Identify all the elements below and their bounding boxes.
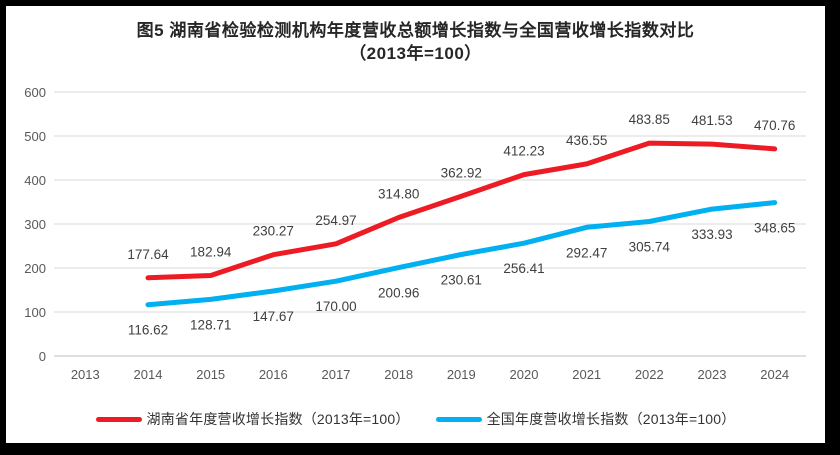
series-line-1 — [145, 200, 778, 308]
data-label: 412.23 — [503, 144, 544, 159]
data-label: 256.41 — [503, 261, 544, 276]
data-label: 333.93 — [691, 227, 732, 242]
data-label: 170.00 — [315, 299, 356, 314]
chart-title-line1: 图5 湖南省检验检测机构年度营收总额增长指数与全国营收增长指数对比 — [136, 21, 695, 40]
data-label: 200.96 — [378, 286, 419, 301]
data-label: 314.80 — [378, 187, 419, 202]
legend-item-hunan: 湖南省年度营收增长指数（2013年=100） — [95, 409, 410, 429]
x-tick-label: 2020 — [510, 367, 539, 382]
chart-title-line2: （2013年=100） — [349, 44, 482, 63]
hunan-series-swatch-icon — [95, 416, 142, 422]
data-label: 147.67 — [253, 309, 294, 324]
x-tick-label: 2022 — [635, 367, 664, 382]
data-label: 254.97 — [315, 213, 356, 228]
data-label: 481.53 — [691, 113, 732, 128]
data-label: 230.27 — [253, 224, 294, 239]
x-tick-label: 2017 — [322, 367, 351, 382]
data-label: 128.71 — [190, 317, 231, 332]
data-label: 116.62 — [128, 323, 168, 338]
data-label: 436.55 — [566, 133, 607, 148]
x-tick-label: 2018 — [384, 367, 413, 382]
data-label: 292.47 — [566, 245, 607, 260]
data-label: 305.74 — [629, 240, 671, 255]
x-tick-label: 2019 — [447, 367, 476, 382]
x-tick-label: 2013 — [71, 367, 100, 382]
data-label: 470.76 — [754, 118, 795, 133]
x-tick-label: 2024 — [760, 367, 789, 382]
data-label: 483.85 — [629, 112, 670, 127]
chart-canvas: 图5 湖南省检验检测机构年度营收总额增长指数与全国营收增长指数对比 （2013年… — [6, 6, 825, 443]
y-tick-label: 0 — [39, 349, 46, 364]
y-tick-label: 300 — [24, 217, 46, 232]
x-tick-label: 2014 — [134, 367, 163, 382]
x-tick-label: 2015 — [196, 367, 225, 382]
national-series-swatch-icon — [435, 416, 482, 422]
x-tick-label: 2023 — [698, 367, 727, 382]
national-series-label: 全国年度营收增长指数（2013年=100） — [486, 411, 736, 427]
hunan-series-label: 湖南省年度营收增长指数（2013年=100） — [146, 411, 410, 427]
y-tick-label: 600 — [24, 85, 46, 100]
series-line-0 — [145, 140, 778, 281]
chart-title: 图5 湖南省检验检测机构年度营收总额增长指数与全国营收增长指数对比 （2013年… — [6, 19, 825, 65]
chart-plot-area: 0 100 200 300 400 500 600 2013 2014 2015 2016 2017 2… — [24, 85, 806, 382]
legend-item-national: 全国年度营收增长指数（2013年=100） — [435, 409, 736, 429]
data-label: 362.92 — [441, 165, 482, 180]
y-tick-label: 200 — [24, 261, 46, 276]
data-label: 230.61 — [441, 273, 482, 288]
data-label: 182.94 — [190, 245, 232, 260]
chart-legend: 湖南省年度营收增长指数（2013年=100） 全国年度营收增长指数（2013年=… — [6, 409, 825, 429]
y-tick-label: 500 — [24, 129, 46, 144]
y-tick-label: 100 — [24, 305, 46, 320]
x-tick-label: 2016 — [259, 367, 288, 382]
y-tick-label: 400 — [24, 173, 46, 188]
data-label: 177.64 — [127, 247, 169, 262]
x-tick-label: 2021 — [572, 367, 601, 382]
data-label: 348.65 — [754, 221, 795, 236]
